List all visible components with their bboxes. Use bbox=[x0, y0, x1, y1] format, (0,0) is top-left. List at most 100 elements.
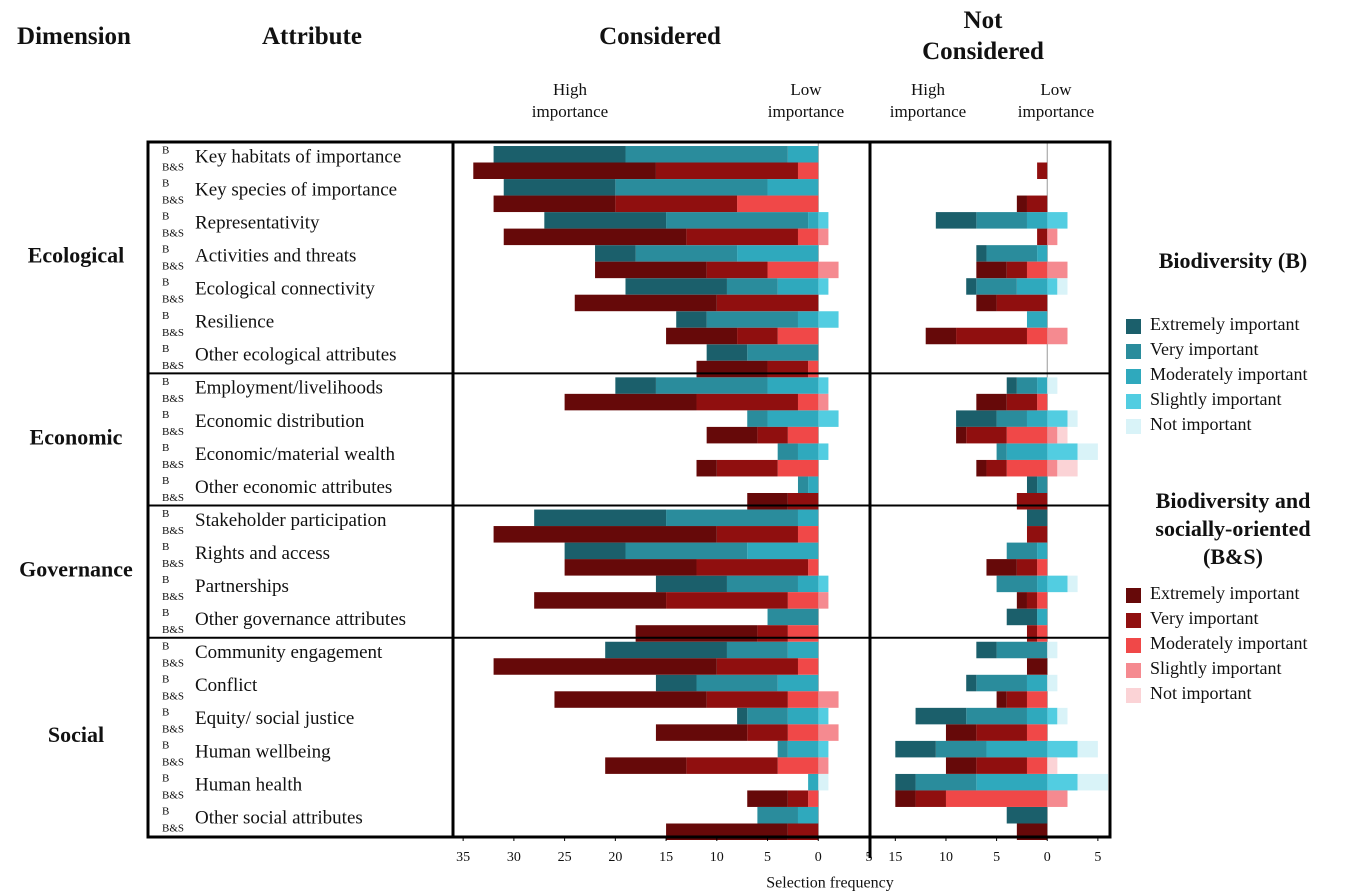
bar-segment bbox=[1016, 493, 1048, 510]
bar-segment bbox=[1047, 327, 1068, 345]
bar-segment bbox=[757, 807, 798, 824]
legend-swatch bbox=[1126, 344, 1141, 359]
bar-segment bbox=[797, 443, 819, 460]
bar-segment bbox=[716, 459, 778, 477]
bar-segment bbox=[935, 740, 987, 758]
bar-segment bbox=[1047, 278, 1058, 295]
bar-segment bbox=[1006, 393, 1038, 411]
bar-segment bbox=[696, 360, 768, 378]
bar-segment bbox=[1047, 459, 1058, 477]
high-importance-label: High importance bbox=[889, 80, 967, 121]
bar-segment bbox=[1037, 393, 1048, 411]
bar-segment bbox=[818, 261, 839, 279]
bar-segment bbox=[996, 443, 1007, 460]
bar-segment bbox=[996, 294, 1048, 312]
attribute-label: Representativity bbox=[195, 212, 320, 233]
low-importance-label: Low importance bbox=[767, 80, 845, 121]
bar-segment bbox=[986, 740, 1048, 758]
bar-segment bbox=[1006, 608, 1038, 626]
bar-segment bbox=[976, 459, 987, 477]
bar-segment bbox=[1026, 625, 1038, 642]
bar-segment bbox=[1037, 559, 1048, 576]
bar-segment bbox=[737, 707, 748, 725]
group-label: B&S bbox=[162, 195, 184, 207]
bar-segment bbox=[818, 410, 839, 427]
bar-segment bbox=[976, 773, 1048, 791]
bar-segment bbox=[666, 592, 788, 609]
group-label: B&S bbox=[162, 558, 184, 570]
group-label: B&S bbox=[162, 525, 184, 537]
bar-segment bbox=[895, 790, 916, 807]
bar-segment bbox=[986, 459, 1007, 477]
bar-segment bbox=[767, 261, 819, 279]
legend-swatch bbox=[1126, 588, 1141, 603]
group-label: B bbox=[162, 806, 169, 818]
bar-segment bbox=[1006, 377, 1017, 394]
bar-segment bbox=[777, 327, 819, 345]
bar-segment bbox=[976, 674, 1027, 692]
bar-segment bbox=[493, 146, 626, 163]
bar-segment bbox=[1047, 426, 1058, 444]
bar-segment bbox=[1077, 740, 1098, 758]
bar-segment bbox=[686, 757, 778, 774]
bar-segment bbox=[818, 757, 829, 774]
bar-segment bbox=[1047, 575, 1068, 593]
bar-segment bbox=[625, 146, 788, 163]
bar-segment bbox=[787, 493, 819, 510]
bar-segment bbox=[818, 212, 829, 229]
bar-segment bbox=[777, 740, 788, 758]
bar-segment bbox=[787, 740, 819, 758]
bar-segment bbox=[818, 724, 839, 741]
bar-segment bbox=[787, 625, 819, 642]
bar-segment bbox=[818, 575, 829, 593]
bar-segment bbox=[1047, 740, 1078, 758]
bar-segment bbox=[966, 707, 1027, 725]
bar-segment bbox=[716, 526, 798, 543]
bar-segment bbox=[1026, 212, 1048, 229]
bar-segment bbox=[986, 559, 1017, 576]
group-label: B&S bbox=[162, 624, 184, 636]
group-label: B&S bbox=[162, 591, 184, 603]
legend-title: Biodiversity (B) bbox=[1158, 248, 1308, 273]
bar-segment bbox=[1016, 377, 1038, 394]
group-label: B bbox=[162, 376, 169, 388]
bar-segment bbox=[1016, 195, 1027, 213]
attribute-label: Other ecological attributes bbox=[195, 345, 397, 366]
attribute-label: Rights and access bbox=[195, 543, 330, 564]
legend-label: Extremely important bbox=[1150, 583, 1299, 603]
legend-label: Not important bbox=[1150, 683, 1252, 703]
bar-segment bbox=[1037, 608, 1048, 626]
attribute-label: Equity/ social justice bbox=[195, 708, 354, 729]
group-label: B&S bbox=[162, 426, 184, 438]
bar-segment bbox=[1037, 377, 1048, 394]
bar-segment bbox=[706, 261, 768, 279]
x-tick-label: 35 bbox=[456, 850, 470, 865]
bar-segment bbox=[564, 542, 626, 560]
bar-segment bbox=[787, 641, 819, 659]
bar-segment bbox=[666, 327, 738, 345]
bar-segment bbox=[1037, 162, 1048, 179]
bar-segment bbox=[1047, 641, 1058, 659]
bar-segment bbox=[797, 526, 819, 543]
bar-segment bbox=[1037, 575, 1048, 593]
bar-segment bbox=[1037, 476, 1048, 493]
bar-segment bbox=[1077, 773, 1108, 791]
legend-label: Not important bbox=[1150, 414, 1252, 434]
legend-swatch bbox=[1126, 319, 1141, 334]
bar-segment bbox=[1026, 658, 1048, 675]
bar-segment bbox=[777, 278, 819, 295]
legend-label: Very important bbox=[1150, 608, 1258, 628]
bar-segment bbox=[915, 707, 967, 725]
bar-segment bbox=[976, 278, 1017, 295]
group-label: B&S bbox=[162, 492, 184, 504]
bar-segment bbox=[976, 641, 997, 659]
bar-segment bbox=[996, 410, 1027, 427]
bar-segment bbox=[797, 658, 819, 675]
legend-swatch bbox=[1126, 369, 1141, 384]
bar-segment bbox=[895, 740, 936, 758]
bar-segment bbox=[676, 311, 707, 328]
group-label: B&S bbox=[162, 690, 184, 702]
bar-segment bbox=[666, 212, 809, 229]
bar-segment bbox=[1047, 443, 1078, 460]
bar-segment bbox=[797, 393, 819, 411]
